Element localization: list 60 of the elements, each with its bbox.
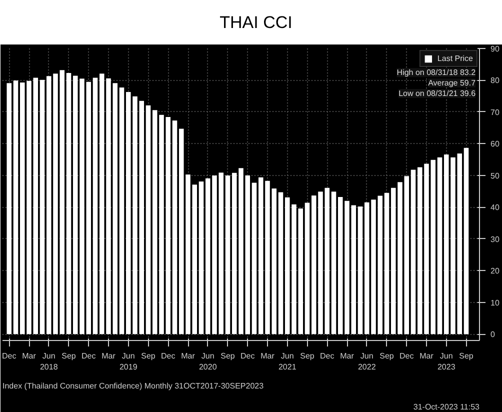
x-tick-label: Mar: [260, 352, 275, 360]
x-tick-label: Dec: [82, 352, 96, 360]
x-tick-label: Sep: [141, 352, 156, 360]
x-tick-label: Jun 2022: [358, 352, 376, 372]
x-tick-label: Mar: [420, 352, 434, 360]
x-tick-label: Sep: [62, 352, 76, 360]
bar: [464, 148, 469, 334]
x-tick-label: Mar: [102, 352, 116, 360]
y-tick-label: 30: [490, 234, 500, 244]
x-tick-label: Sep: [459, 352, 474, 360]
bar: [198, 181, 204, 334]
text: Index (Thailand Consumer Confidence) Monthly 31OCT2017-30SEP2023: [2, 382, 264, 390]
x-tick-label: Sep: [380, 352, 394, 360]
bar: [13, 80, 18, 334]
x-tick-label: Jun 2019: [119, 352, 138, 372]
y-tick-label: 40: [490, 203, 500, 212]
bar: [146, 105, 151, 334]
legend-label: Last Price: [437, 54, 473, 63]
x-tick-label: Mar: [22, 352, 36, 360]
x-tick-label: Dec: [2, 352, 16, 360]
bar: [410, 170, 416, 334]
y-tick-label: 90: [490, 44, 500, 54]
bar: [6, 83, 12, 334]
x-tick-label: Dec: [400, 352, 414, 360]
bar: [331, 192, 336, 334]
y-tick-label: 80: [490, 76, 500, 86]
annotation: High on 08/31/18 83.2: [396, 68, 476, 78]
bar: [358, 206, 363, 334]
x-tick-label: Jun 2020: [198, 352, 218, 372]
x-tick-label: Mar: [181, 352, 196, 360]
x-tick-label: Jun 2023: [437, 352, 456, 372]
y-tick-label: 0: [490, 330, 496, 340]
bar: [66, 72, 72, 334]
x-tick-label: Sep: [220, 352, 236, 360]
y-tick-label: 20: [490, 266, 500, 276]
bar: [437, 157, 442, 334]
y-tick-label: 50: [490, 171, 500, 180]
bar: [304, 202, 310, 334]
y-tick-label: 60: [490, 140, 500, 149]
x-tick-label: Jun 2018: [40, 352, 58, 372]
bar: [278, 192, 284, 334]
bar: [40, 80, 45, 334]
chart-title: THAI CCI: [220, 12, 292, 34]
bar: [119, 88, 124, 334]
x-tick-label: Sep: [300, 352, 315, 360]
x-tick-label: Jun 2021: [278, 352, 297, 372]
bar: [252, 182, 257, 334]
x-tick-label: Dec: [320, 352, 334, 360]
x-tick-label: Dec: [240, 352, 255, 360]
bar: [92, 78, 98, 334]
bar: [384, 192, 390, 334]
text: 31-Oct-2023 11:53: [413, 402, 480, 412]
x-tick-label: Dec: [161, 352, 176, 360]
y-tick-label: 10: [490, 298, 500, 308]
x-tick-label: Mar: [340, 352, 354, 360]
y-tick-label: 70: [490, 108, 500, 117]
annotation: Average 59.7: [428, 78, 476, 88]
bar: [172, 120, 178, 334]
annotation: Low on 08/31/21 39.6: [398, 89, 476, 98]
bar: [225, 175, 230, 334]
